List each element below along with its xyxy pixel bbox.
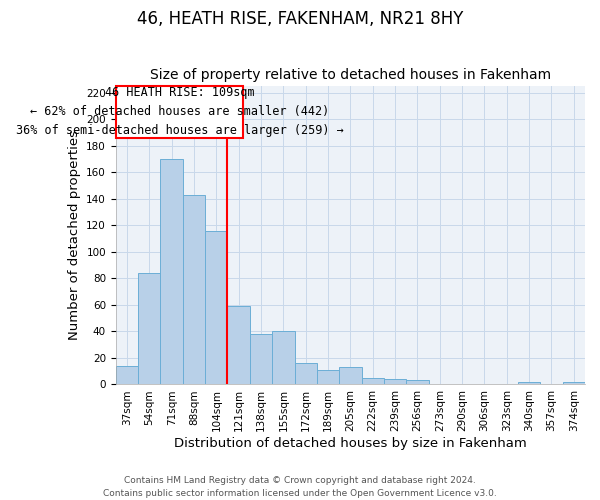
Bar [339,367,362,384]
Bar [183,194,205,384]
Bar [518,382,541,384]
Text: 46, HEATH RISE, FAKENHAM, NR21 8HY: 46, HEATH RISE, FAKENHAM, NR21 8HY [137,10,463,28]
Bar [227,306,250,384]
Bar [160,159,183,384]
Bar [250,334,272,384]
Bar [138,273,160,384]
FancyBboxPatch shape [116,86,243,138]
Text: 46 HEATH RISE: 109sqm
← 62% of detached houses are smaller (442)
36% of semi-det: 46 HEATH RISE: 109sqm ← 62% of detached … [16,86,343,138]
Bar [116,366,138,384]
Bar [272,332,295,384]
Bar [205,230,227,384]
Text: Contains HM Land Registry data © Crown copyright and database right 2024.
Contai: Contains HM Land Registry data © Crown c… [103,476,497,498]
Bar [295,363,317,384]
Bar [384,379,406,384]
Y-axis label: Number of detached properties: Number of detached properties [68,130,81,340]
X-axis label: Distribution of detached houses by size in Fakenham: Distribution of detached houses by size … [174,437,527,450]
Bar [362,378,384,384]
Title: Size of property relative to detached houses in Fakenham: Size of property relative to detached ho… [150,68,551,82]
Bar [317,370,339,384]
Bar [406,380,428,384]
Bar [563,382,585,384]
